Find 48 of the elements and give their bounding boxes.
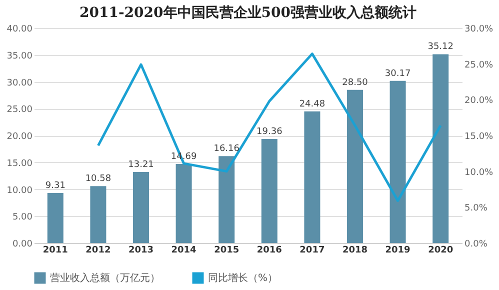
data-label: 30.17 (384, 68, 411, 79)
legend-label: 同比增长（%） (208, 272, 278, 284)
y2-tick-label: 0.0% (464, 240, 488, 250)
bar (47, 192, 64, 243)
data-label: 9.31 (45, 180, 66, 191)
bar (347, 90, 363, 243)
bar (90, 186, 106, 243)
x-tick-label: 2011 (42, 246, 68, 256)
data-label: 35.12 (428, 42, 454, 52)
y-tick-label: 30.00 (6, 78, 33, 88)
y2-tick-label: 5.0% (464, 204, 488, 214)
data-label: 28.50 (342, 78, 368, 88)
y-tick-label: 35.00 (6, 51, 33, 62)
x-tick-label: 2012 (86, 246, 111, 256)
bar (176, 164, 192, 243)
y-tick-label: 10.00 (6, 186, 33, 196)
data-label: 16.16 (214, 144, 240, 154)
y-tick-label: 0.00 (12, 240, 33, 250)
legend-label: 营业收入总额（万亿元） (50, 272, 160, 284)
chart-title: 2011-2020年中国民营企业500强营业收入总额统计 (80, 4, 416, 21)
y-tick-label: 20.00 (6, 132, 33, 142)
data-label: 13.21 (128, 160, 154, 170)
y-tick-label: 15.00 (6, 158, 33, 169)
data-label: 19.36 (256, 126, 283, 137)
x-tick-label: 2015 (214, 246, 240, 256)
bar (261, 138, 278, 243)
bar (133, 172, 149, 243)
x-tick-label: 2019 (385, 246, 410, 256)
data-label: 10.58 (85, 174, 112, 184)
y2-tick-label: 25.0% (464, 60, 494, 70)
y2-tick-label: 30.0% (464, 24, 494, 34)
bar (432, 54, 449, 243)
x-tick-label: 2014 (171, 246, 196, 256)
y2-tick-label: 20.0% (464, 96, 494, 106)
bar (390, 80, 406, 243)
data-label: 24.48 (299, 99, 326, 110)
x-tick-label: 2017 (300, 246, 325, 256)
bar (218, 156, 235, 243)
y-tick-label: 40.00 (6, 24, 33, 34)
y-tick-label: 25.00 (6, 105, 33, 116)
bar (304, 111, 320, 243)
y2-tick-label: 15.0% (464, 132, 494, 142)
x-tick-label: 2013 (128, 246, 154, 256)
x-tick-label: 2020 (428, 246, 454, 256)
x-tick-label: 2018 (342, 246, 368, 256)
y2-tick-label: 10.0% (464, 168, 494, 178)
x-tick-label: 2016 (256, 246, 282, 256)
y-tick-label: 5.00 (12, 212, 33, 223)
